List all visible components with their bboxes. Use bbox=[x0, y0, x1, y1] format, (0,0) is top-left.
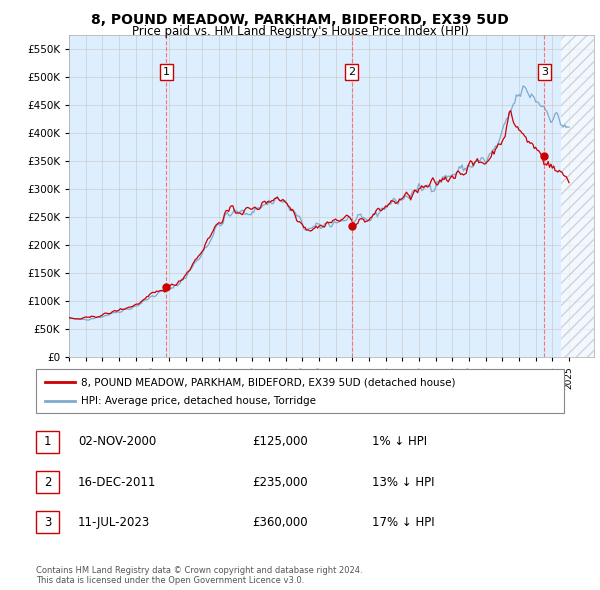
Text: 1% ↓ HPI: 1% ↓ HPI bbox=[372, 435, 427, 448]
Text: £235,000: £235,000 bbox=[252, 476, 308, 489]
Text: 3: 3 bbox=[44, 516, 51, 529]
Text: HPI: Average price, detached house, Torridge: HPI: Average price, detached house, Torr… bbox=[81, 396, 316, 405]
Bar bbox=[560, 35, 594, 357]
Text: 02-NOV-2000: 02-NOV-2000 bbox=[78, 435, 156, 448]
Text: 2: 2 bbox=[44, 476, 51, 489]
Text: £125,000: £125,000 bbox=[252, 435, 308, 448]
Text: 17% ↓ HPI: 17% ↓ HPI bbox=[372, 516, 434, 529]
Text: 13% ↓ HPI: 13% ↓ HPI bbox=[372, 476, 434, 489]
Text: 16-DEC-2011: 16-DEC-2011 bbox=[78, 476, 157, 489]
Text: 2: 2 bbox=[348, 67, 355, 77]
Text: 1: 1 bbox=[163, 67, 170, 77]
Text: £360,000: £360,000 bbox=[252, 516, 308, 529]
Text: Price paid vs. HM Land Registry's House Price Index (HPI): Price paid vs. HM Land Registry's House … bbox=[131, 25, 469, 38]
Text: 8, POUND MEADOW, PARKHAM, BIDEFORD, EX39 5UD (detached house): 8, POUND MEADOW, PARKHAM, BIDEFORD, EX39… bbox=[81, 377, 455, 387]
Text: 3: 3 bbox=[541, 67, 548, 77]
Text: 8, POUND MEADOW, PARKHAM, BIDEFORD, EX39 5UD: 8, POUND MEADOW, PARKHAM, BIDEFORD, EX39… bbox=[91, 13, 509, 27]
Text: 1: 1 bbox=[44, 435, 51, 448]
Text: Contains HM Land Registry data © Crown copyright and database right 2024.
This d: Contains HM Land Registry data © Crown c… bbox=[36, 566, 362, 585]
Text: 11-JUL-2023: 11-JUL-2023 bbox=[78, 516, 150, 529]
